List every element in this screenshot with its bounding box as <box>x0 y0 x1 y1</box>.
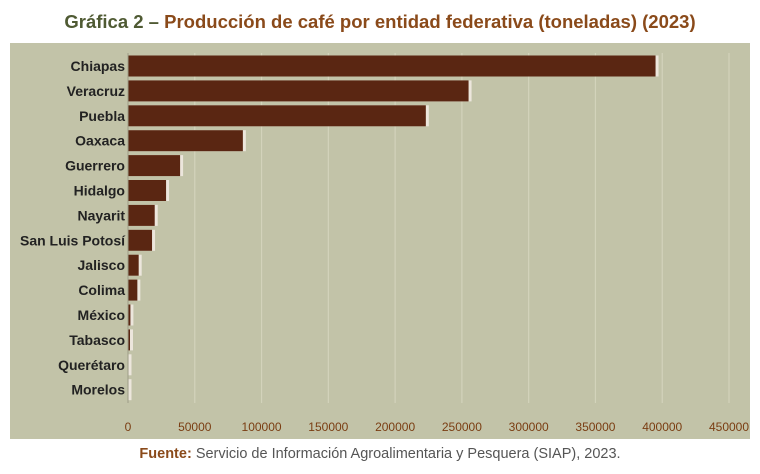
category-label-13: Morelos <box>71 382 125 398</box>
bar-8 <box>128 254 139 276</box>
category-label-5: Hidalgo <box>74 183 125 199</box>
category-label-9: Colima <box>78 282 125 298</box>
x-tick-label-1: 50000 <box>178 420 212 434</box>
category-label-6: Nayarit <box>78 207 126 223</box>
source-label: Fuente: <box>139 446 192 462</box>
bar-edge-11 <box>128 329 134 351</box>
bar-10 <box>128 304 131 326</box>
category-label-8: Jalisco <box>78 257 125 273</box>
x-tick-label-0: 0 <box>125 420 132 434</box>
bar-7 <box>128 229 153 251</box>
x-tick-label-2: 100000 <box>242 420 282 434</box>
category-label-7: San Luis Potosí <box>20 232 126 248</box>
bar-edge-10 <box>128 304 134 326</box>
bar-6 <box>128 204 155 226</box>
category-label-11: Tabasco <box>69 332 125 348</box>
x-tick-label-9: 450000 <box>709 420 749 434</box>
source-text: Servicio de Información Agroalimentaria … <box>195 446 621 462</box>
bar-1 <box>128 80 469 102</box>
category-label-1: Veracruz <box>67 83 125 99</box>
chart-source: Fuente: Servicio de Información Agroalim… <box>0 446 760 462</box>
bar-9 <box>128 279 138 301</box>
x-tick-label-8: 400000 <box>642 420 682 434</box>
x-tick-label-3: 150000 <box>308 420 348 434</box>
bar-0 <box>128 55 656 77</box>
bar-3 <box>128 130 243 152</box>
bar-4 <box>128 155 181 177</box>
category-label-10: México <box>78 307 125 323</box>
chart-title-main: Producción de café por entidad federativ… <box>164 11 696 32</box>
category-label-3: Oaxaca <box>75 133 125 149</box>
bar-2 <box>128 105 426 127</box>
bar-edge-13 <box>128 379 132 401</box>
bar-edge-12 <box>128 354 132 376</box>
bar-11 <box>128 329 131 351</box>
category-label-0: Chiapas <box>71 58 126 74</box>
x-tick-label-7: 350000 <box>575 420 615 434</box>
chart-title-prefix: Gráfica 2 – <box>64 11 159 32</box>
x-tick-label-4: 200000 <box>375 420 415 434</box>
category-label-12: Querétaro <box>58 357 125 373</box>
chart-title: Gráfica 2 – Producción de café por entid… <box>0 11 760 33</box>
x-tick-label-5: 250000 <box>442 420 482 434</box>
x-tick-label-6: 300000 <box>509 420 549 434</box>
bar-5 <box>128 180 167 201</box>
category-label-4: Guerrero <box>65 158 125 174</box>
category-label-2: Puebla <box>79 108 125 124</box>
